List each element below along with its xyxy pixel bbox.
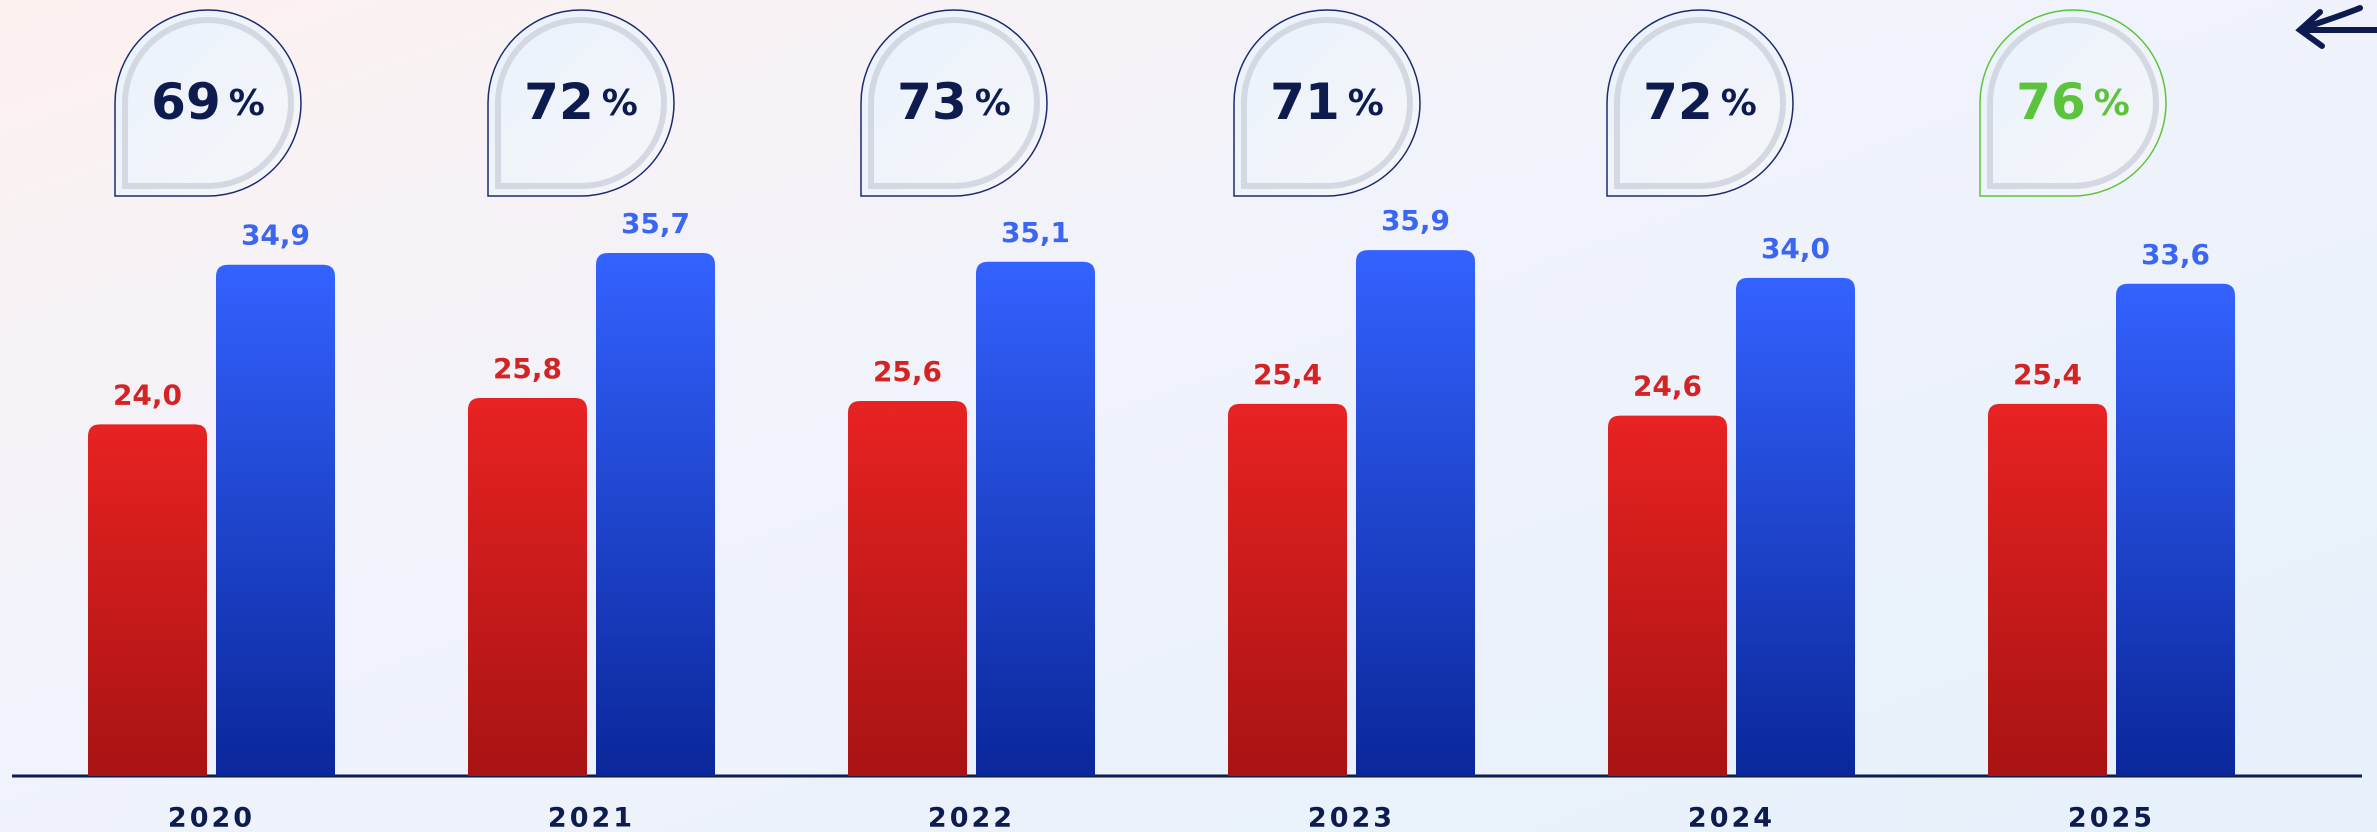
value-label: 25,8 — [493, 352, 562, 385]
bubble-value: 73 — [897, 73, 967, 131]
bubble — [860, 9, 1048, 197]
bar — [1988, 403, 2107, 776]
bubble-label: 73% — [897, 73, 1011, 131]
value-label: 35,1 — [1001, 216, 1070, 249]
bubble — [114, 9, 302, 197]
bubble-value: 72 — [524, 73, 594, 131]
bubble-value: 72 — [1643, 73, 1713, 131]
bar — [1228, 403, 1347, 776]
bubble-value: 71 — [1270, 73, 1340, 131]
x-tick-label: 2024 — [1688, 803, 1775, 832]
value-label: 25,6 — [873, 355, 942, 388]
bubble-inner — [868, 17, 1040, 189]
value-label: 34,9 — [241, 219, 310, 252]
bubble-label: 69% — [151, 73, 265, 131]
bubble-inner — [1987, 17, 2159, 189]
value-label: 35,7 — [621, 207, 690, 240]
x-tick-label: 2022 — [928, 803, 1015, 832]
bar — [1736, 277, 1855, 776]
bubble-value: 69 — [151, 73, 221, 131]
bubble-label: 72% — [1643, 73, 1757, 131]
value-label: 35,9 — [1381, 204, 1450, 237]
x-tick-label: 2025 — [2068, 803, 2155, 832]
value-label: 34,0 — [1761, 232, 1830, 265]
bubble-inner — [1614, 17, 1786, 189]
bar — [976, 261, 1095, 776]
bar — [468, 398, 587, 776]
bar — [596, 252, 715, 776]
bar — [1608, 415, 1727, 776]
bubble-value: 76 — [2016, 73, 2086, 131]
value-label: 24,6 — [1633, 370, 1702, 403]
bubble-unit: % — [1348, 83, 1384, 124]
bubble — [1606, 9, 1794, 197]
bar — [2116, 283, 2235, 776]
x-tick-label: 2023 — [1308, 803, 1395, 832]
bubble-inner — [122, 17, 294, 189]
bar — [88, 424, 207, 776]
bar — [848, 400, 967, 776]
bubble-unit: % — [602, 83, 638, 124]
bubble-inner — [1241, 17, 1413, 189]
corner-arrow — [2295, 5, 2377, 49]
bubble-label: 71% — [1270, 73, 1384, 131]
bar — [1356, 250, 1475, 776]
bubble — [487, 9, 675, 197]
value-label: 25,4 — [1253, 358, 1322, 391]
bubble-unit: % — [2094, 83, 2130, 124]
x-tick-label: 2020 — [168, 803, 255, 832]
bubble-label: 76% — [2016, 73, 2130, 131]
bubble-label: 72% — [524, 73, 638, 131]
bubble-inner — [495, 17, 667, 189]
bubble — [1233, 9, 1421, 197]
bubble-unit: % — [975, 83, 1011, 124]
bar — [216, 264, 335, 776]
bubble-unit: % — [229, 83, 265, 124]
bubble-unit: % — [1721, 83, 1757, 124]
bubble — [1979, 9, 2167, 197]
value-label: 25,4 — [2013, 358, 2082, 391]
value-label: 24,0 — [113, 378, 182, 411]
x-tick-label: 2021 — [548, 803, 635, 832]
value-label: 33,6 — [2141, 238, 2210, 271]
